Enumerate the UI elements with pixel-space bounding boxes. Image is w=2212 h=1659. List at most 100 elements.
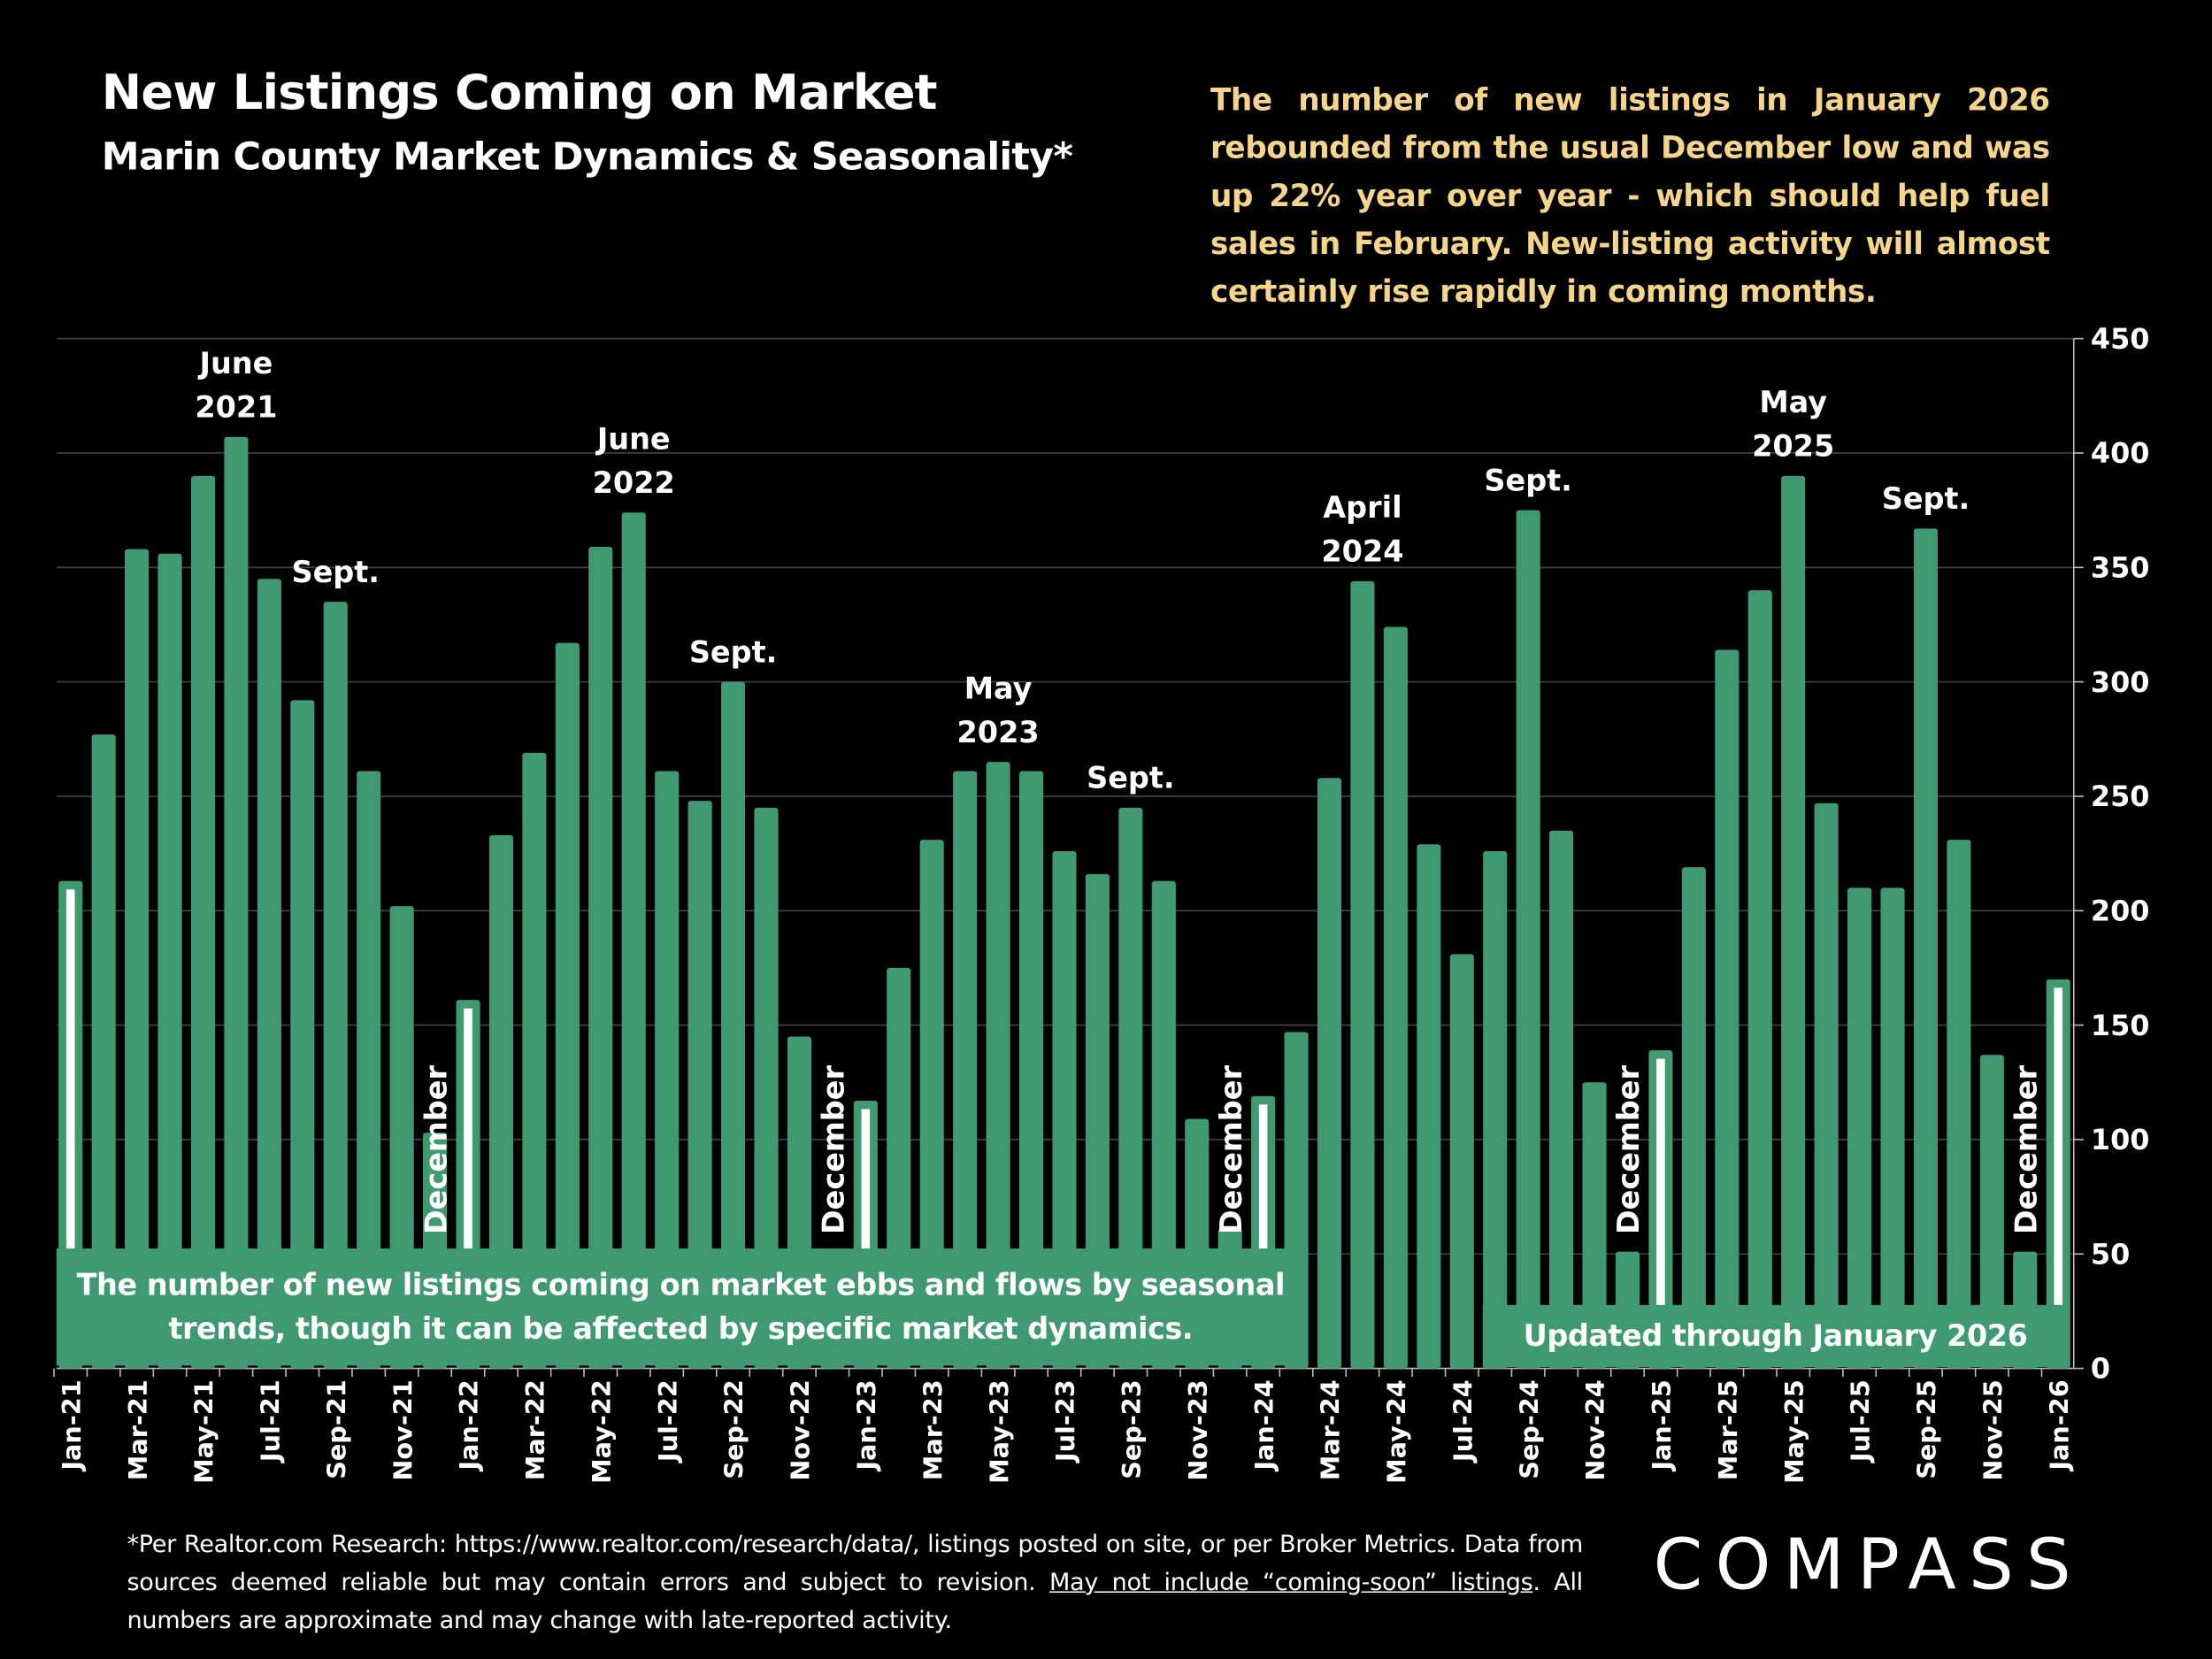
- peak-annotation: May: [964, 671, 1033, 705]
- bar-Jul-21: [257, 579, 281, 1369]
- peak-annotation: Sept.: [1087, 761, 1174, 795]
- january-highlight: [2054, 987, 2063, 1363]
- x-tick-label: May-22: [587, 1379, 617, 1484]
- december-label: December: [1611, 1065, 1646, 1235]
- bar-Apr-23: [953, 771, 978, 1369]
- peak-annotation: Sept.: [1882, 481, 1970, 516]
- bar-Jul-23: [1052, 851, 1077, 1369]
- x-tick-label: Nov-21: [388, 1379, 418, 1480]
- bar-Oct-25: [1947, 840, 1971, 1369]
- peak-annotation: 2022: [593, 465, 675, 500]
- bar-Aug-21: [290, 700, 315, 1369]
- bar-Jun-24: [1417, 844, 1441, 1369]
- x-tick-label: Sep-25: [1912, 1379, 1942, 1479]
- bar-May-23: [986, 762, 1010, 1369]
- bar-Jun-21: [224, 436, 249, 1369]
- x-tick-label: Jul-23: [1050, 1379, 1080, 1463]
- bar-Sep-23: [1118, 807, 1143, 1369]
- bar-Nov-24: [1582, 1082, 1607, 1369]
- bar-Apr-25: [1747, 590, 1772, 1369]
- bar-Jul-25: [1847, 887, 1872, 1369]
- bar-Oct-21: [357, 771, 381, 1369]
- january-highlight: [65, 889, 75, 1363]
- x-tick-label: May-23: [984, 1379, 1014, 1484]
- bar-Feb-21: [91, 734, 116, 1369]
- bar-Mar-22: [522, 752, 547, 1369]
- x-tick-label: Nov-25: [1978, 1379, 2008, 1480]
- y-tick-label: 400: [2091, 436, 2150, 470]
- bar-Apr-22: [555, 642, 580, 1369]
- bar-Nov-25: [1979, 1055, 2004, 1369]
- x-tick-label: Mar-23: [918, 1379, 948, 1480]
- x-tick-label: Jan-26: [2044, 1379, 2074, 1471]
- page-subtitle: Marin County Market Dynamics & Seasonali…: [101, 135, 1073, 180]
- y-tick-label: 450: [2091, 322, 2150, 356]
- bar-Mar-25: [1715, 649, 1740, 1369]
- bar-Jun-23: [1018, 771, 1044, 1369]
- bar-Aug-23: [1085, 873, 1110, 1369]
- x-tick-label: Sep-23: [1117, 1379, 1147, 1479]
- x-tick-label: Mar-25: [1713, 1379, 1743, 1480]
- bar-Mar-23: [919, 840, 944, 1369]
- january-highlight: [861, 1109, 871, 1363]
- peak-annotation: 2024: [1321, 534, 1403, 569]
- bar-Mar-24: [1317, 778, 1342, 1369]
- footnote: *Per Realtor.com Research: https://www.r…: [127, 1526, 1583, 1640]
- y-tick-label: 150: [2091, 1009, 2150, 1042]
- x-tick-label: Nov-23: [1183, 1379, 1213, 1480]
- y-tick-label: 200: [2091, 894, 2150, 927]
- bar-Jul-22: [655, 771, 680, 1369]
- x-tick-label: Sep-21: [321, 1379, 351, 1479]
- x-tick-label: Nov-22: [786, 1379, 816, 1480]
- footnote-text-end: . All numbers are approximate and may ch…: [127, 1568, 1583, 1635]
- x-tick-label: Sep-24: [1514, 1379, 1544, 1479]
- x-tick-label: Mar-24: [1316, 1379, 1346, 1480]
- peak-annotation: June: [595, 421, 671, 456]
- january-highlight: [1656, 1058, 1665, 1363]
- bar-May-25: [1781, 475, 1806, 1369]
- bar-Aug-24: [1483, 851, 1508, 1369]
- peak-annotation: 2021: [195, 390, 277, 425]
- bar-Oct-22: [754, 807, 779, 1369]
- page-title: New Listings Coming on Market: [101, 65, 938, 122]
- bar-Feb-22: [488, 834, 514, 1369]
- bar-Mar-21: [125, 549, 150, 1369]
- bar-Sep-22: [721, 681, 746, 1369]
- x-tick-label: Jan-21: [57, 1379, 87, 1471]
- x-tick-label: Jul-21: [256, 1379, 286, 1463]
- bar-Sep-25: [1913, 528, 1939, 1369]
- seasonality-callout: The number of new listings coming on mar…: [56, 1248, 1305, 1366]
- y-tick-label: 100: [2091, 1123, 2150, 1156]
- commentary-note: The number of new listings in January 20…: [1210, 83, 2050, 311]
- x-tick-label: Sep-22: [719, 1379, 749, 1479]
- footnote-underlined: May not include “coming-soon” listings: [1048, 1568, 1533, 1597]
- january-highlight: [464, 1008, 472, 1363]
- peak-annotation: Sept.: [1484, 463, 1571, 497]
- bar-Aug-25: [1880, 887, 1905, 1369]
- footnote-text: *Per Realtor.com Research: https://www.r…: [127, 1530, 1583, 1597]
- y-tick-label: 250: [2091, 780, 2150, 813]
- bar-Apr-24: [1350, 580, 1375, 1369]
- x-tick-label: Mar-21: [123, 1379, 153, 1480]
- peak-annotation: 2025: [1752, 429, 1834, 464]
- peak-annotation: Sept.: [292, 555, 380, 589]
- x-tick-label: Nov-24: [1580, 1379, 1610, 1480]
- x-tick-label: May-25: [1779, 1379, 1809, 1484]
- x-tick-label: Mar-22: [520, 1379, 550, 1480]
- x-tick-label: May-24: [1382, 1379, 1412, 1484]
- x-tick-label: May-21: [189, 1379, 219, 1484]
- y-tick-label: 350: [2091, 550, 2150, 584]
- peak-annotation: April: [1323, 490, 1402, 525]
- peak-annotation: May: [1759, 385, 1827, 419]
- y-tick-label: 0: [2091, 1352, 2110, 1386]
- bar-Oct-24: [1549, 830, 1574, 1369]
- bar-Sep-21: [323, 602, 348, 1369]
- x-tick-label: Jul-22: [653, 1379, 683, 1463]
- bar-Jun-25: [1814, 803, 1839, 1369]
- peak-annotation: June: [198, 346, 273, 380]
- bar-May-24: [1383, 626, 1408, 1369]
- bar-Apr-21: [157, 553, 182, 1369]
- december-label: December: [2009, 1065, 2044, 1235]
- y-tick-label: 50: [2091, 1237, 2130, 1271]
